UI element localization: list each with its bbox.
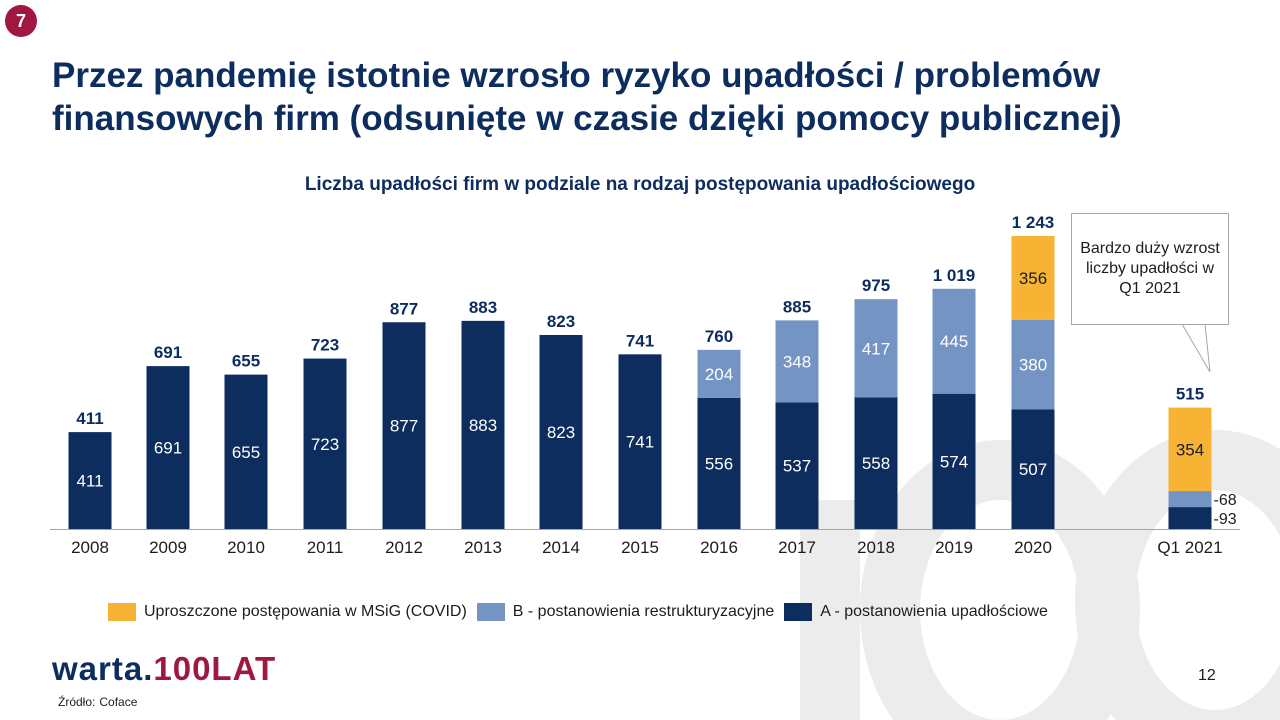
- bar-b-q1-2021: [1168, 491, 1212, 508]
- total-label: 823: [547, 312, 575, 331]
- data-label: 411: [76, 472, 103, 491]
- data-label: 204: [705, 365, 733, 384]
- total-label: 691: [154, 343, 182, 362]
- data-label: 723: [311, 435, 339, 454]
- bar-covid-q1-2021: [1168, 407, 1212, 492]
- bar-chart: 411 411 2008 691 691 2009 655 655 2010 723 723 2011…: [50, 213, 1240, 557]
- total-label: 655: [232, 352, 260, 371]
- page-number: 12: [1198, 667, 1216, 684]
- data-label: 348: [783, 352, 811, 371]
- category-label: 2016: [700, 538, 738, 557]
- data-label: 823: [547, 423, 575, 442]
- bar-covid-2020: [1011, 236, 1055, 320]
- source-note: Źródło: Coface: [58, 695, 141, 709]
- bar-a-2012: [382, 322, 426, 529]
- bar-a-q1-2021: [1168, 507, 1212, 529]
- callout-box: Bardzo duży wzrost liczby upadłości w Q1…: [1071, 213, 1229, 325]
- data-label: 574: [940, 452, 968, 471]
- bar-a-2017: [775, 402, 819, 529]
- data-label: 558: [862, 454, 890, 473]
- source-value: Coface: [99, 695, 138, 709]
- category-label: 2017: [778, 538, 816, 557]
- data-label: 354: [1176, 440, 1204, 459]
- total-label: 411: [76, 409, 103, 428]
- data-label: 741: [626, 433, 654, 452]
- total-label: 741: [626, 331, 654, 350]
- category-label: 2010: [227, 538, 265, 557]
- total-label: 1 243: [1012, 213, 1055, 232]
- bar-a-2011: [303, 358, 347, 529]
- data-label: 883: [469, 416, 497, 435]
- category-label: 2015: [621, 538, 659, 557]
- bar-a-2009: [146, 366, 190, 529]
- slide-number-badge: 7: [5, 5, 37, 37]
- category-label: 2018: [857, 538, 895, 557]
- total-label: 760: [705, 327, 733, 346]
- data-label: 445: [940, 332, 968, 351]
- total-label: 885: [783, 297, 811, 316]
- category-label: 2012: [385, 538, 423, 557]
- source-label: Źródło:: [58, 695, 96, 709]
- category-label: Q1 2021: [1157, 538, 1222, 557]
- legend-swatch-a: [784, 603, 813, 621]
- bar-b-2017: [775, 320, 819, 403]
- data-label: -93: [1214, 511, 1237, 528]
- data-label: 877: [390, 417, 418, 436]
- data-label: 356: [1019, 269, 1047, 288]
- bar-b-2020: [1011, 319, 1055, 410]
- legend-item-a: A - postanowienia upadłościowe: [784, 603, 1048, 621]
- category-label: 2013: [464, 538, 502, 557]
- total-label: 515: [1176, 385, 1204, 404]
- callout-text: Bardzo duży wzrost liczby upadłości w Q1…: [1080, 240, 1220, 297]
- logo-text-warta: warta.: [52, 650, 154, 687]
- data-label: 556: [705, 454, 733, 473]
- legend-label-a: A - postanowienia upadłościowe: [820, 603, 1048, 620]
- bar-a-2018: [854, 397, 898, 529]
- data-label: 537: [783, 457, 811, 476]
- bar-b-2016: [697, 349, 741, 398]
- bar-a-2015: [618, 354, 662, 529]
- legend-swatch-covid: [108, 603, 136, 621]
- data-label: -68: [1214, 492, 1237, 509]
- bar-b-2019: [932, 288, 976, 394]
- bar-a-2008: [68, 432, 112, 529]
- category-label: 2008: [71, 538, 109, 557]
- data-label: 507: [1019, 460, 1047, 479]
- data-label: 691: [154, 439, 182, 458]
- bar-a-2019: [932, 393, 976, 529]
- warta-logo: warta.100LAT: [52, 650, 276, 688]
- page-title: Przez pandemię istotnie wzrosło ryzyko u…: [52, 56, 1122, 138]
- category-label: 2011: [307, 538, 344, 557]
- legend-item-b: B - postanowienia restrukturyzacyjne: [476, 603, 775, 621]
- bar-a-2016: [697, 397, 741, 529]
- chart-legend: Uproszczone postępowania w MSiG (COVID) …: [108, 603, 1058, 621]
- bar-a-2010: [224, 374, 268, 529]
- data-label: 380: [1019, 356, 1047, 375]
- bar-a-2014: [539, 335, 583, 529]
- data-label: 417: [862, 339, 890, 358]
- category-label: 2020: [1014, 538, 1052, 557]
- legend-item-covid: Uproszczone postępowania w MSiG (COVID): [108, 603, 467, 621]
- total-label: 877: [390, 299, 418, 318]
- callout-pointer: [1181, 323, 1211, 373]
- chart-title: Liczba upadłości firm w podziale na rodz…: [304, 174, 976, 195]
- legend-label-covid: Uproszczone postępowania w MSiG (COVID): [144, 603, 467, 620]
- legend-swatch-b: [476, 603, 505, 621]
- total-label: 975: [862, 276, 890, 295]
- total-label: 883: [469, 298, 497, 317]
- data-label: 655: [232, 443, 260, 462]
- bar-a-2013: [461, 320, 505, 529]
- category-label: 2014: [542, 538, 580, 557]
- legend-label-b: B - postanowienia restrukturyzacyjne: [512, 603, 775, 620]
- category-label: 2009: [149, 538, 187, 557]
- bar-b-2018: [854, 299, 898, 398]
- total-label: 1 019: [933, 266, 976, 285]
- bar-a-2020: [1011, 409, 1055, 529]
- category-label: 2019: [935, 538, 973, 557]
- total-label: 723: [311, 336, 339, 355]
- logo-text-100lat: 100LAT: [153, 650, 277, 687]
